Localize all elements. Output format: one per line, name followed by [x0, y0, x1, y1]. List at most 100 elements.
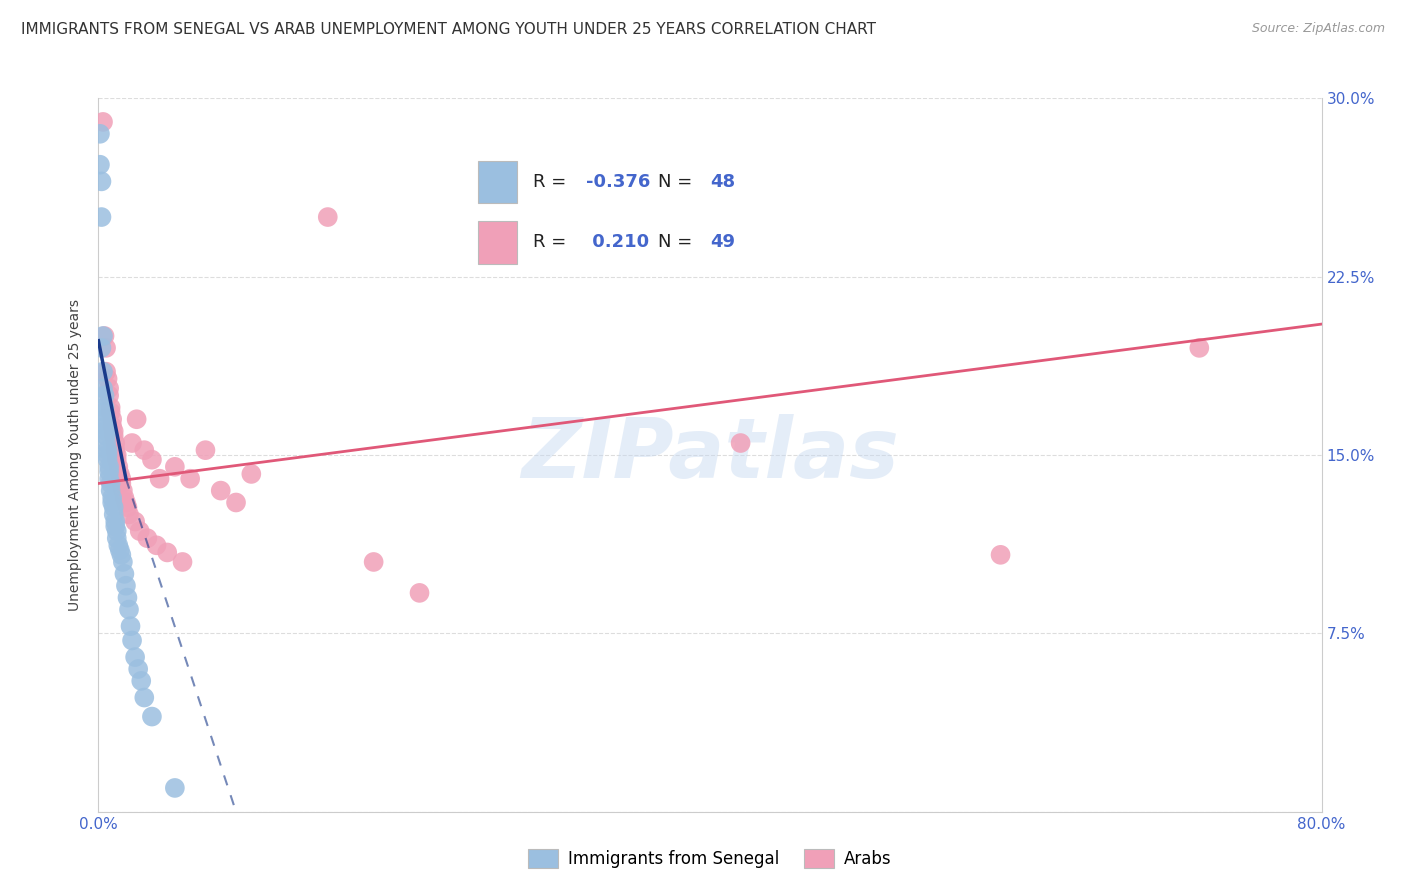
- Point: [363, 555, 385, 569]
- Point: [104, 436, 127, 450]
- Point: [179, 472, 201, 486]
- Point: [93, 412, 115, 426]
- Point: [97, 443, 120, 458]
- Point: [110, 472, 132, 486]
- Point: [94, 424, 117, 438]
- Point: [141, 452, 163, 467]
- Point: [136, 531, 159, 545]
- Point: [103, 424, 125, 438]
- Point: [110, 476, 132, 491]
- Point: [730, 436, 752, 450]
- Point: [101, 419, 124, 434]
- Text: R =: R =: [533, 234, 572, 252]
- Point: [101, 495, 124, 509]
- Text: 48: 48: [710, 173, 735, 191]
- Point: [93, 388, 115, 402]
- Point: [90, 210, 112, 224]
- Point: [104, 515, 127, 529]
- Text: ZIPatlas: ZIPatlas: [522, 415, 898, 495]
- Point: [98, 465, 121, 479]
- Point: [97, 448, 120, 462]
- Point: [225, 495, 247, 509]
- Text: N =: N =: [658, 173, 697, 191]
- Point: [107, 538, 129, 552]
- Point: [112, 566, 135, 581]
- Point: [118, 508, 141, 522]
- Point: [91, 115, 114, 129]
- Point: [94, 341, 117, 355]
- Text: 49: 49: [710, 234, 735, 252]
- Point: [129, 673, 152, 688]
- Point: [108, 543, 131, 558]
- Point: [125, 412, 148, 426]
- Point: [100, 405, 122, 419]
- Point: [145, 538, 167, 552]
- Point: [100, 476, 122, 491]
- Point: [108, 467, 131, 481]
- Point: [100, 401, 122, 415]
- Text: Source: ZipAtlas.com: Source: ZipAtlas.com: [1251, 22, 1385, 36]
- Point: [141, 709, 163, 723]
- FancyBboxPatch shape: [478, 161, 517, 203]
- Point: [134, 690, 156, 705]
- Point: [194, 443, 217, 458]
- Text: N =: N =: [658, 234, 697, 252]
- Point: [115, 495, 138, 509]
- Point: [93, 405, 115, 419]
- Point: [97, 452, 120, 467]
- Point: [98, 381, 121, 395]
- Point: [124, 515, 146, 529]
- Point: [117, 500, 139, 515]
- Point: [172, 555, 194, 569]
- Point: [101, 491, 124, 505]
- Point: [91, 381, 114, 395]
- Legend: Immigrants from Senegal, Arabs: Immigrants from Senegal, Arabs: [522, 842, 898, 875]
- Point: [101, 412, 124, 426]
- Point: [115, 579, 138, 593]
- Point: [104, 519, 127, 533]
- Point: [240, 467, 263, 481]
- Point: [163, 780, 186, 795]
- Point: [94, 429, 117, 443]
- Point: [111, 483, 134, 498]
- Point: [408, 586, 430, 600]
- Point: [90, 174, 112, 188]
- Point: [89, 158, 111, 172]
- Point: [990, 548, 1012, 562]
- Point: [110, 548, 132, 562]
- FancyBboxPatch shape: [478, 221, 517, 264]
- Point: [124, 650, 146, 665]
- Point: [93, 401, 115, 415]
- Point: [89, 127, 111, 141]
- Point: [209, 483, 232, 498]
- Point: [149, 472, 172, 486]
- Text: -0.376: -0.376: [586, 173, 651, 191]
- Y-axis label: Unemployment Among Youth under 25 years: Unemployment Among Youth under 25 years: [69, 299, 83, 611]
- Point: [103, 429, 125, 443]
- Point: [103, 500, 125, 515]
- Point: [97, 372, 120, 386]
- Point: [90, 341, 112, 355]
- Point: [128, 524, 150, 538]
- Point: [117, 591, 139, 605]
- Point: [91, 329, 114, 343]
- Text: R =: R =: [533, 173, 572, 191]
- Point: [107, 459, 129, 474]
- Point: [94, 419, 117, 434]
- Point: [105, 524, 128, 538]
- Text: 0.210: 0.210: [586, 234, 650, 252]
- Point: [134, 443, 156, 458]
- Point: [98, 472, 121, 486]
- Point: [120, 619, 142, 633]
- Text: IMMIGRANTS FROM SENEGAL VS ARAB UNEMPLOYMENT AMONG YOUTH UNDER 25 YEARS CORRELAT: IMMIGRANTS FROM SENEGAL VS ARAB UNEMPLOY…: [21, 22, 876, 37]
- Point: [93, 329, 115, 343]
- Point: [163, 459, 186, 474]
- Point: [104, 443, 127, 458]
- Point: [103, 508, 125, 522]
- Point: [121, 436, 143, 450]
- Point: [316, 210, 339, 224]
- Point: [91, 365, 114, 379]
- Point: [100, 483, 122, 498]
- Point: [127, 662, 149, 676]
- Point: [105, 452, 128, 467]
